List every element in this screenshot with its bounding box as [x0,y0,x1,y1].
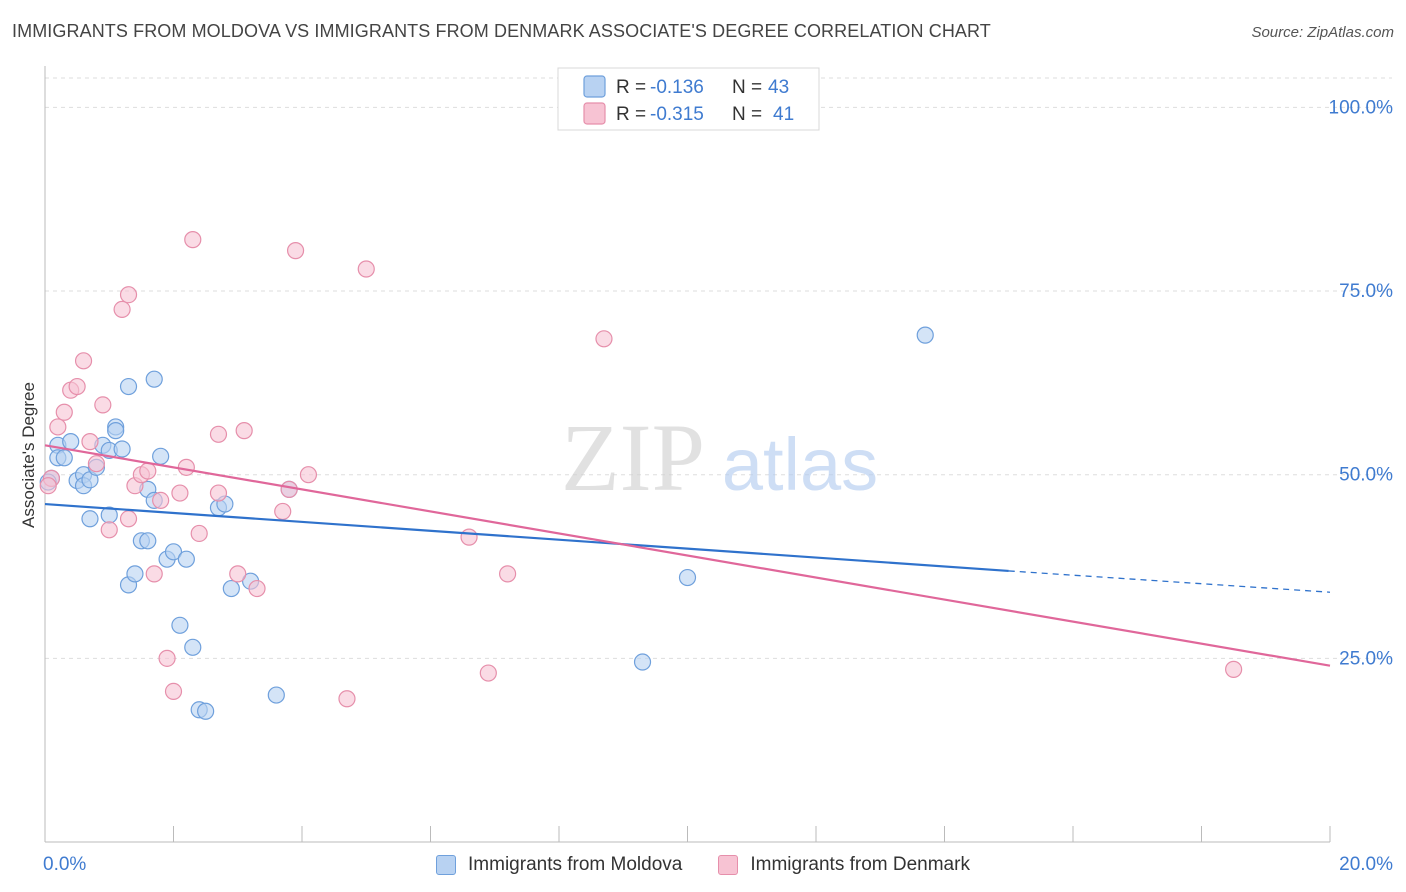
y-tick-label: 75.0% [1339,281,1393,302]
point-denmark [145,565,163,583]
point-denmark [190,524,208,543]
point-denmark [158,649,176,667]
y-tick-label: 25.0% [1339,648,1393,669]
y-tick-label: 50.0% [1339,465,1393,486]
point-denmark [209,484,228,502]
point-moldova [916,326,934,344]
data-points [39,231,1243,720]
point-denmark [280,480,298,498]
point-denmark [171,484,189,502]
point-moldova [197,702,215,720]
legend-r-label-denmark: R = [616,104,651,125]
trend-line-moldova-dashed [1008,570,1331,593]
point-moldova [678,568,697,587]
legend-n-value-moldova: 43 [768,77,789,98]
point-moldova [152,447,170,465]
point-denmark [274,502,292,521]
point-moldova [171,616,189,634]
point-moldova [139,532,157,550]
point-denmark [119,286,138,304]
point-denmark [100,521,118,539]
legend-swatch-denmark-bottom [718,855,739,875]
point-denmark [595,330,613,348]
point-denmark [235,422,253,440]
point-denmark [94,396,112,414]
point-moldova [145,370,163,388]
point-denmark [87,455,106,473]
legend-label-moldova: Immigrants from Moldova [468,854,683,875]
point-moldova [119,377,138,396]
point-denmark [139,462,157,480]
tick-labels: 25.0% 50.0% 75.0% 100.0% 0.0% 20.0% [43,97,1393,875]
point-denmark [299,466,318,484]
point-moldova [81,510,99,528]
point-denmark [338,690,356,708]
point-denmark [479,664,497,682]
point-denmark [209,425,228,443]
point-denmark [55,403,73,421]
point-denmark [152,491,170,510]
point-moldova [177,550,195,568]
point-denmark [119,510,138,528]
legend-swatch-denmark [583,102,606,125]
point-denmark [184,231,202,249]
point-moldova [107,422,125,440]
chart-title: IMMIGRANTS FROM MOLDOVA VS IMMIGRANTS FR… [12,21,991,41]
point-denmark [74,352,93,370]
point-denmark [286,242,305,260]
point-denmark [1225,660,1243,678]
chart-source: Source: ZipAtlas.com [1251,24,1394,41]
legend-n-label-denmark: N = [732,104,767,125]
point-denmark [49,418,67,436]
point-denmark [68,377,86,396]
legend-item-denmark: Immigrants from Denmark [718,854,970,876]
point-denmark [460,528,478,546]
trend-line-denmark [44,444,1331,667]
watermark-atlas: atlas [722,423,878,506]
watermark: ZIP atlas [561,404,878,511]
correlation-legend: R = -0.136 N = 43 R = -0.315 N = 41 [557,67,820,131]
point-denmark [248,579,266,598]
point-denmark [39,477,57,495]
legend-item-moldova: Immigrants from Moldova [436,854,682,876]
point-moldova [113,440,131,458]
trend-lines [44,444,1331,667]
watermark-zip: ZIP [561,404,705,511]
series-legend: Immigrants from Moldova Immigrants from … [0,852,1406,878]
point-moldova [633,653,652,671]
point-moldova [164,543,183,561]
legend-swatch-moldova-bottom [436,855,457,875]
legend-r-label-moldova: R = [616,77,651,98]
legend-r-value-denmark: -0.315 [650,104,704,125]
x-tick-label: 20.0% [1339,854,1393,875]
legend-swatch-moldova [583,75,606,98]
point-denmark [499,565,517,583]
point-moldova [55,449,73,467]
x-tick-label: 0.0% [43,854,86,875]
legend-n-value-denmark: 41 [773,104,794,125]
point-denmark [113,300,131,319]
point-moldova [267,686,285,704]
point-denmark [177,458,195,476]
legend-r-value-moldova: -0.136 [650,77,704,98]
point-denmark [357,260,375,278]
legend-label-denmark: Immigrants from Denmark [750,854,970,875]
point-denmark [81,433,99,451]
point-moldova [184,638,202,656]
point-moldova [222,579,240,598]
point-moldova [62,433,80,451]
point-denmark [164,682,183,701]
point-moldova [126,565,144,583]
y-axis-label: Associate's Degree [19,382,38,528]
point-denmark [229,565,247,583]
trend-line-moldova [44,502,1009,573]
axes [44,66,1331,843]
gridlines [45,77,1392,659]
y-tick-label: 100.0% [1329,97,1394,118]
legend-n-label-moldova: N = [732,77,767,98]
